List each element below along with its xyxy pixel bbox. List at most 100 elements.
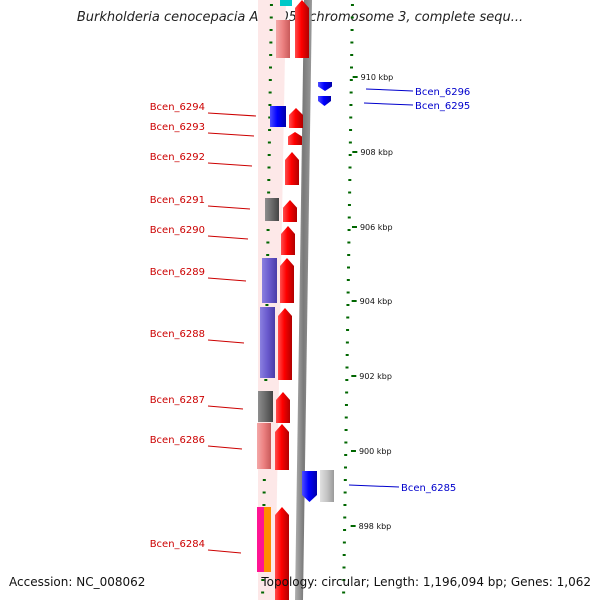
outer-tick <box>350 41 354 44</box>
reverse-gene-block <box>270 106 286 127</box>
kbp-label: 904 kbp <box>360 297 393 306</box>
outer-tick <box>348 154 352 156</box>
inner-tick <box>269 4 273 6</box>
forward-gene-arrow <box>275 424 289 470</box>
kbp-tick <box>351 226 357 228</box>
orange-gene-block <box>264 507 271 572</box>
kbp-label: 900 kbp <box>359 447 392 456</box>
kbp-label: 906 kbp <box>360 223 393 232</box>
gene-label-left: Bcen_6294 <box>150 102 205 113</box>
outer-tick <box>346 304 350 306</box>
outer-tick <box>344 454 348 456</box>
outer-tick <box>344 466 348 469</box>
outer-tick <box>347 254 351 256</box>
pink-gene-block <box>276 20 290 58</box>
lightgray-gene-block <box>320 470 334 502</box>
inner-tick <box>266 254 270 256</box>
inner-tick <box>267 154 271 156</box>
inner-tick <box>267 166 271 169</box>
leader-line <box>207 405 244 410</box>
kbp-tick <box>350 450 356 452</box>
purple-gene-block <box>262 258 277 303</box>
inner-tick <box>264 379 268 381</box>
leader-line <box>207 277 247 282</box>
inner-tick <box>267 141 271 144</box>
kbp-label: 902 kbp <box>359 372 392 381</box>
inner-tick <box>268 116 272 119</box>
leader-line <box>365 88 414 92</box>
inner-tick <box>261 579 265 581</box>
gray-gene-block <box>258 391 273 422</box>
forward-gene-arrow <box>276 392 290 423</box>
outer-tick <box>347 216 351 219</box>
inner-tick <box>267 179 271 181</box>
forward-gene-arrow <box>295 0 309 58</box>
outer-tick <box>344 416 348 419</box>
kbp-tick <box>351 375 357 377</box>
gene-label-right: Bcen_6295 <box>415 101 470 112</box>
inner-tick <box>266 229 270 231</box>
purple-gene-block <box>260 307 275 378</box>
pink-gene-block <box>257 423 271 469</box>
label-leaders <box>207 88 414 554</box>
inner-tick <box>266 241 270 244</box>
forward-gene-arrow <box>289 108 303 128</box>
forward-gene-arrow <box>275 507 289 600</box>
gene-label-left: Bcen_6289 <box>150 267 205 278</box>
outer-tick <box>350 54 354 56</box>
kbp-tick <box>350 525 356 527</box>
forward-gene-arrow <box>278 308 292 380</box>
genome-backbone <box>295 0 312 600</box>
inner-tick <box>268 79 272 81</box>
inner-tick <box>262 479 266 481</box>
outer-tick <box>342 566 346 569</box>
kbp-labels: 910 kbp 908 kbp 906 kbp 904 kbp 902 kbp 900 k… <box>350 73 393 531</box>
magenta-gene-block <box>257 507 265 572</box>
leader-line <box>207 205 251 210</box>
leader-line <box>348 484 400 488</box>
outer-tick <box>345 341 349 344</box>
accession-text: Accession: NC_008062 <box>9 575 146 589</box>
gene-label-left: Bcen_6293 <box>150 122 205 133</box>
leader-line <box>207 112 257 117</box>
inner-tick <box>265 304 269 306</box>
topology-summary: Topology: circular; Length: 1,196,094 bp… <box>261 575 591 589</box>
gene-blocks <box>257 0 334 600</box>
reverse-gene-arrow <box>318 96 331 106</box>
gene-label-left: Bcen_6290 <box>150 225 205 236</box>
outer-tick <box>350 66 354 69</box>
leader-line <box>363 102 414 106</box>
outer-tick <box>342 554 346 556</box>
outer-tick <box>350 29 354 31</box>
leader-line <box>207 235 249 240</box>
outer-tick <box>347 229 351 231</box>
outer-tick <box>349 104 353 106</box>
outer-tick <box>348 166 352 169</box>
inner-tick <box>269 54 273 56</box>
gene-label-left: Bcen_6292 <box>150 152 205 163</box>
reverse-gene-arrow <box>318 82 332 91</box>
leader-line <box>207 339 245 344</box>
outer-tick <box>346 329 350 331</box>
gene-label-left: Bcen_6288 <box>150 329 205 340</box>
outer-tick <box>346 279 350 281</box>
outer-tick <box>348 191 352 194</box>
outer-tick <box>345 354 349 356</box>
gene-label-left: Bcen_6291 <box>150 195 205 206</box>
inner-tick <box>261 591 265 594</box>
leader-line <box>207 549 242 554</box>
outer-tick <box>344 441 348 444</box>
gray-gene-block <box>265 198 279 221</box>
outer-tick <box>348 141 352 144</box>
kbp-label: 898 kbp <box>359 522 392 531</box>
outer-tick <box>345 391 349 394</box>
outer-tick <box>343 491 347 494</box>
outer-tick <box>347 266 351 269</box>
forward-gene-arrow <box>281 226 295 255</box>
kbp-tick <box>352 76 358 78</box>
forward-gene-arrow <box>285 152 299 185</box>
inner-tick <box>267 191 271 194</box>
reverse-gene-arrow <box>302 471 317 502</box>
outer-tick <box>346 291 350 294</box>
